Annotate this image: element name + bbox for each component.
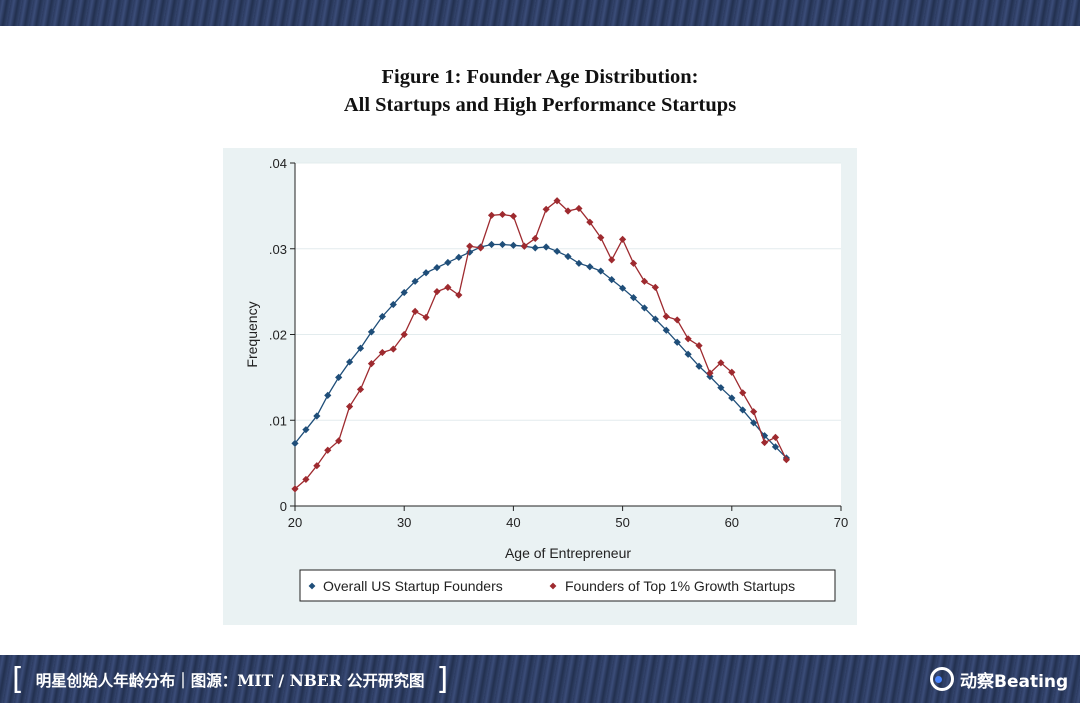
series-overall-founders-point <box>553 247 561 255</box>
logo-ring-icon <box>930 667 954 691</box>
y-tick-label: .03 <box>269 242 287 257</box>
series-top-growth-founders-point <box>531 234 539 243</box>
series-overall-founders-point <box>651 315 659 323</box>
logo-dot-icon <box>935 676 942 683</box>
series-overall-founders-point <box>367 328 376 336</box>
series-top-growth-founders-point <box>509 212 517 220</box>
bottom-banner <box>0 655 1080 703</box>
caption-bracket-right: ] <box>436 662 449 697</box>
series-overall-founders-point <box>586 263 594 271</box>
figure-title-line-2: All Startups and High Performance Startu… <box>343 94 737 116</box>
series-overall-founders-legend-label: Overall US Startup Founders <box>323 578 503 594</box>
series-overall-founders-point <box>629 294 638 302</box>
series-top-growth-founders-point <box>760 438 769 447</box>
x-tick-label: 20 <box>288 515 302 530</box>
series-overall-founders-point <box>335 373 343 381</box>
x-axis-label: Age of Entrepreneur <box>505 545 631 561</box>
series-top-growth-founders-point <box>695 342 703 350</box>
series-top-growth-founders-point <box>564 207 572 215</box>
series-top-growth-founders-point <box>356 385 365 393</box>
chart-panel: 0 .01 .02 .03 .04 20 30 40 50 60 70 Age of Entrepre… <box>223 148 857 625</box>
line-chart: 0 .01 .02 .03 .04 20 30 40 50 60 70 Age of Entrepre… <box>244 156 848 602</box>
x-tick-label: 40 <box>506 515 520 530</box>
series-top-growth-founders-point <box>520 242 528 250</box>
series-top-growth-founders-point <box>608 256 616 264</box>
series-top-growth-founders-point <box>346 402 354 411</box>
series-top-growth-founders-point <box>619 235 627 243</box>
caption-bracket-left: [ <box>12 662 24 697</box>
series-top-growth-founders-point <box>629 259 638 267</box>
series-overall-founders-point <box>662 326 670 334</box>
series-top-growth-founders-point <box>739 389 747 397</box>
series-overall-founders-point <box>313 412 321 420</box>
y-tick-label: .02 <box>269 328 287 343</box>
series-top-growth-founders-point <box>433 288 441 296</box>
x-tick-label: 30 <box>397 515 411 530</box>
series-overall-founders-point <box>640 304 649 312</box>
series-top-growth-founders-point <box>662 312 670 321</box>
series-top-growth-founders-point <box>597 234 605 242</box>
series-overall-founders-point <box>619 284 627 292</box>
series-top-growth-founders-point <box>487 211 496 219</box>
series-top-growth-founders-point <box>553 197 561 205</box>
series-top-growth-founders-point <box>771 433 780 441</box>
series-top-growth-founders-point <box>400 330 408 339</box>
series-overall-founders-point <box>291 439 299 448</box>
series-top-growth-founders-point <box>706 369 714 377</box>
figure-title-line-1: Figure 1: Founder Age Distribution: <box>381 66 699 88</box>
figure-title: Figure 1: Founder Age Distribution: All … <box>0 63 1080 119</box>
series-top-growth-founders-point <box>291 485 299 493</box>
series-overall-founders-point <box>771 443 780 451</box>
y-axis-label: Frequency <box>244 301 260 367</box>
y-tick-label: .01 <box>269 413 287 428</box>
series-overall-founders-point <box>739 406 747 414</box>
series-overall-founders-point <box>411 277 419 285</box>
y-tick-label: .04 <box>269 156 287 171</box>
series-top-growth-founders-point <box>542 205 550 213</box>
brand-logo: 动察Beating <box>930 661 1068 697</box>
series-top-growth-founders-point <box>782 456 790 464</box>
series-overall-founders-point <box>608 276 616 284</box>
series-top-growth-founders-point <box>673 316 681 324</box>
top-banner <box>0 0 1080 26</box>
x-tick-label: 50 <box>615 515 629 530</box>
caption-text: 明星创始人年龄分布｜图源：MIT / NBER 公开研究图 <box>35 671 425 690</box>
series-overall-founders-point <box>302 426 310 434</box>
series-overall-founders-point <box>750 419 758 427</box>
series-overall-founders-line <box>294 243 787 459</box>
series-overall-founders-point <box>575 259 583 267</box>
series-overall-founders-point <box>487 240 496 249</box>
series-top-growth-founders-point <box>324 446 332 454</box>
series-top-growth-founders-point <box>575 204 583 213</box>
series-top-growth-founders-point <box>586 218 594 226</box>
series-top-growth-founders-line <box>294 199 787 490</box>
x-tick-label: 60 <box>725 515 739 530</box>
series-overall-founders-point <box>542 243 550 251</box>
series-top-growth-founders-legend-label: Founders of Top 1% Growth Startups <box>565 578 795 594</box>
legend-box <box>299 569 836 602</box>
series-top-growth-founders-point <box>498 210 507 219</box>
series-top-growth-founders-point <box>640 277 649 285</box>
footer-caption: [ 明星创始人年龄分布｜图源：MIT / NBER 公开研究图 ] <box>12 664 448 696</box>
y-tick-label: 0 <box>280 499 287 514</box>
series-overall-founders-point <box>695 362 703 370</box>
series-top-growth-founders-point <box>455 291 463 299</box>
series-top-growth-founders-point <box>335 437 343 445</box>
x-tick-label: 70 <box>834 515 848 530</box>
series-overall-founders-point <box>509 241 517 249</box>
logo-text: 动察Beating <box>960 671 1069 692</box>
series-overall-founders-legend-marker <box>308 582 316 590</box>
series-top-growth-founders-point <box>750 408 758 416</box>
series-top-growth-founders-legend-marker <box>549 582 557 590</box>
series-overall-founders-point <box>498 240 507 249</box>
